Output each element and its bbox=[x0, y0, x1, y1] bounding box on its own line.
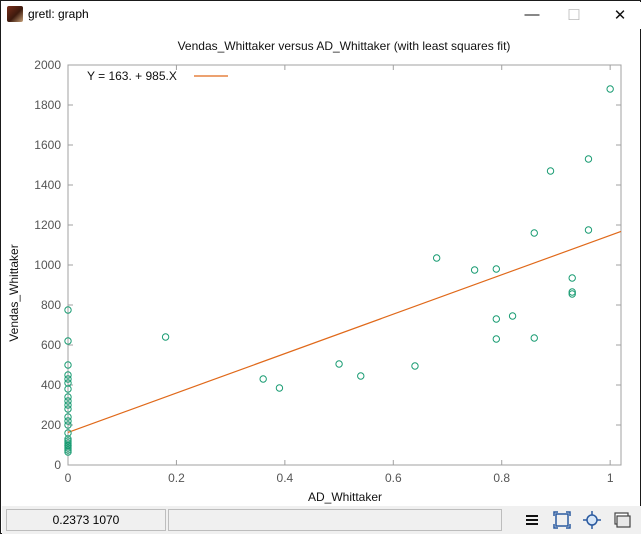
x-tick-label: 0.8 bbox=[493, 471, 510, 485]
x-tick-label: 0.4 bbox=[277, 471, 294, 485]
data-point bbox=[606, 85, 614, 93]
data-point bbox=[64, 375, 72, 383]
menu-icon bbox=[526, 515, 538, 525]
data-point bbox=[64, 417, 72, 425]
minimize-icon: — bbox=[524, 6, 540, 23]
maximize-icon: ☐ bbox=[567, 6, 581, 24]
close-graph-button[interactable] bbox=[609, 509, 635, 531]
data-point bbox=[335, 360, 343, 368]
scatter-chart[interactable]: Vendas_Whittaker versus AD_Whittaker (wi… bbox=[2, 29, 641, 505]
data-point bbox=[357, 372, 365, 380]
data-point bbox=[64, 405, 72, 413]
x-tick-label: 0.2 bbox=[168, 471, 185, 485]
data-point bbox=[259, 375, 267, 383]
fit-line-layer bbox=[67, 230, 622, 433]
data-point bbox=[64, 437, 72, 445]
close-icon: ✕ bbox=[613, 6, 627, 24]
data-point bbox=[64, 371, 72, 379]
y-tick-label: 1200 bbox=[34, 218, 61, 232]
y-tick-label: 1000 bbox=[34, 258, 61, 272]
data-point bbox=[64, 413, 72, 421]
plot-area[interactable]: Vendas_Whittaker versus AD_Whittaker (wi… bbox=[2, 29, 641, 505]
data-point bbox=[432, 254, 441, 262]
legend: Y = 163. + 985.X bbox=[87, 69, 228, 83]
data-point bbox=[275, 384, 284, 392]
y-tick-label: 1600 bbox=[34, 138, 61, 152]
title-bar[interactable]: gretl: graph — ☐ ✕ bbox=[2, 2, 641, 29]
fit-button[interactable] bbox=[579, 509, 605, 531]
status-bar: 0.2373 1070 bbox=[2, 506, 641, 534]
data-point bbox=[64, 306, 72, 314]
data-point bbox=[64, 421, 72, 429]
close-graph-icon bbox=[614, 512, 631, 528]
x-axis-label: AD_Whittaker bbox=[308, 490, 382, 504]
data-point bbox=[64, 444, 72, 452]
y-tick-label: 600 bbox=[41, 338, 61, 352]
data-point bbox=[161, 333, 170, 341]
gretl-app-icon bbox=[7, 6, 23, 22]
data-point bbox=[492, 335, 501, 343]
legend-label: Y = 163. + 985.X bbox=[87, 69, 177, 83]
data-point bbox=[508, 312, 517, 320]
zoom-button[interactable] bbox=[549, 509, 575, 531]
data-point bbox=[64, 361, 72, 369]
x-tick-label: 1 bbox=[607, 471, 614, 485]
data-point bbox=[568, 290, 576, 298]
fit-line bbox=[67, 230, 622, 433]
x-tick-label: 0.6 bbox=[385, 471, 402, 485]
data-point bbox=[530, 229, 538, 237]
cursor-coordinates: 0.2373 1070 bbox=[6, 509, 166, 531]
zoom-icon bbox=[553, 511, 571, 529]
axes: 0 200 400 600 800 1000 1200 1400 1600 1800 2000 0 0.… bbox=[34, 58, 622, 485]
y-tick-label: 1800 bbox=[34, 98, 61, 112]
data-point bbox=[584, 226, 593, 234]
window-title: gretl: graph bbox=[28, 7, 89, 21]
data-point bbox=[584, 155, 593, 163]
y-tick-label: 200 bbox=[41, 418, 61, 432]
minimize-button[interactable]: — bbox=[511, 2, 553, 27]
chart-title: Vendas_Whittaker versus AD_Whittaker (wi… bbox=[178, 39, 511, 53]
data-point bbox=[530, 334, 538, 342]
data-point bbox=[411, 362, 419, 370]
y-tick-label: 0 bbox=[54, 458, 61, 472]
data-point bbox=[64, 439, 72, 447]
y-tick-label: 2000 bbox=[34, 58, 61, 72]
y-tick-label: 1400 bbox=[34, 178, 61, 192]
data-point bbox=[546, 167, 555, 175]
data-point bbox=[568, 274, 576, 282]
data-point bbox=[64, 448, 72, 456]
data-point bbox=[64, 393, 72, 401]
data-point bbox=[470, 266, 479, 274]
points-layer bbox=[64, 85, 614, 456]
data-point bbox=[64, 337, 72, 345]
plot-frame bbox=[67, 64, 622, 466]
data-point bbox=[64, 401, 72, 409]
y-axis-label: Vendas_Whittaker bbox=[7, 244, 21, 341]
y-tick-label: 400 bbox=[41, 378, 61, 392]
close-button[interactable]: ✕ bbox=[599, 2, 641, 27]
fit-icon bbox=[583, 511, 601, 529]
data-point bbox=[64, 397, 72, 405]
x-tick-label: 0 bbox=[65, 471, 72, 485]
data-point bbox=[568, 288, 576, 296]
data-point bbox=[64, 446, 72, 454]
graph-menu-button[interactable] bbox=[519, 509, 545, 531]
maximize-button[interactable]: ☐ bbox=[553, 2, 595, 27]
data-point bbox=[492, 265, 501, 273]
y-tick-label: 800 bbox=[41, 298, 61, 312]
data-point bbox=[492, 315, 501, 323]
status-message-area bbox=[168, 509, 502, 531]
data-point bbox=[64, 385, 72, 393]
